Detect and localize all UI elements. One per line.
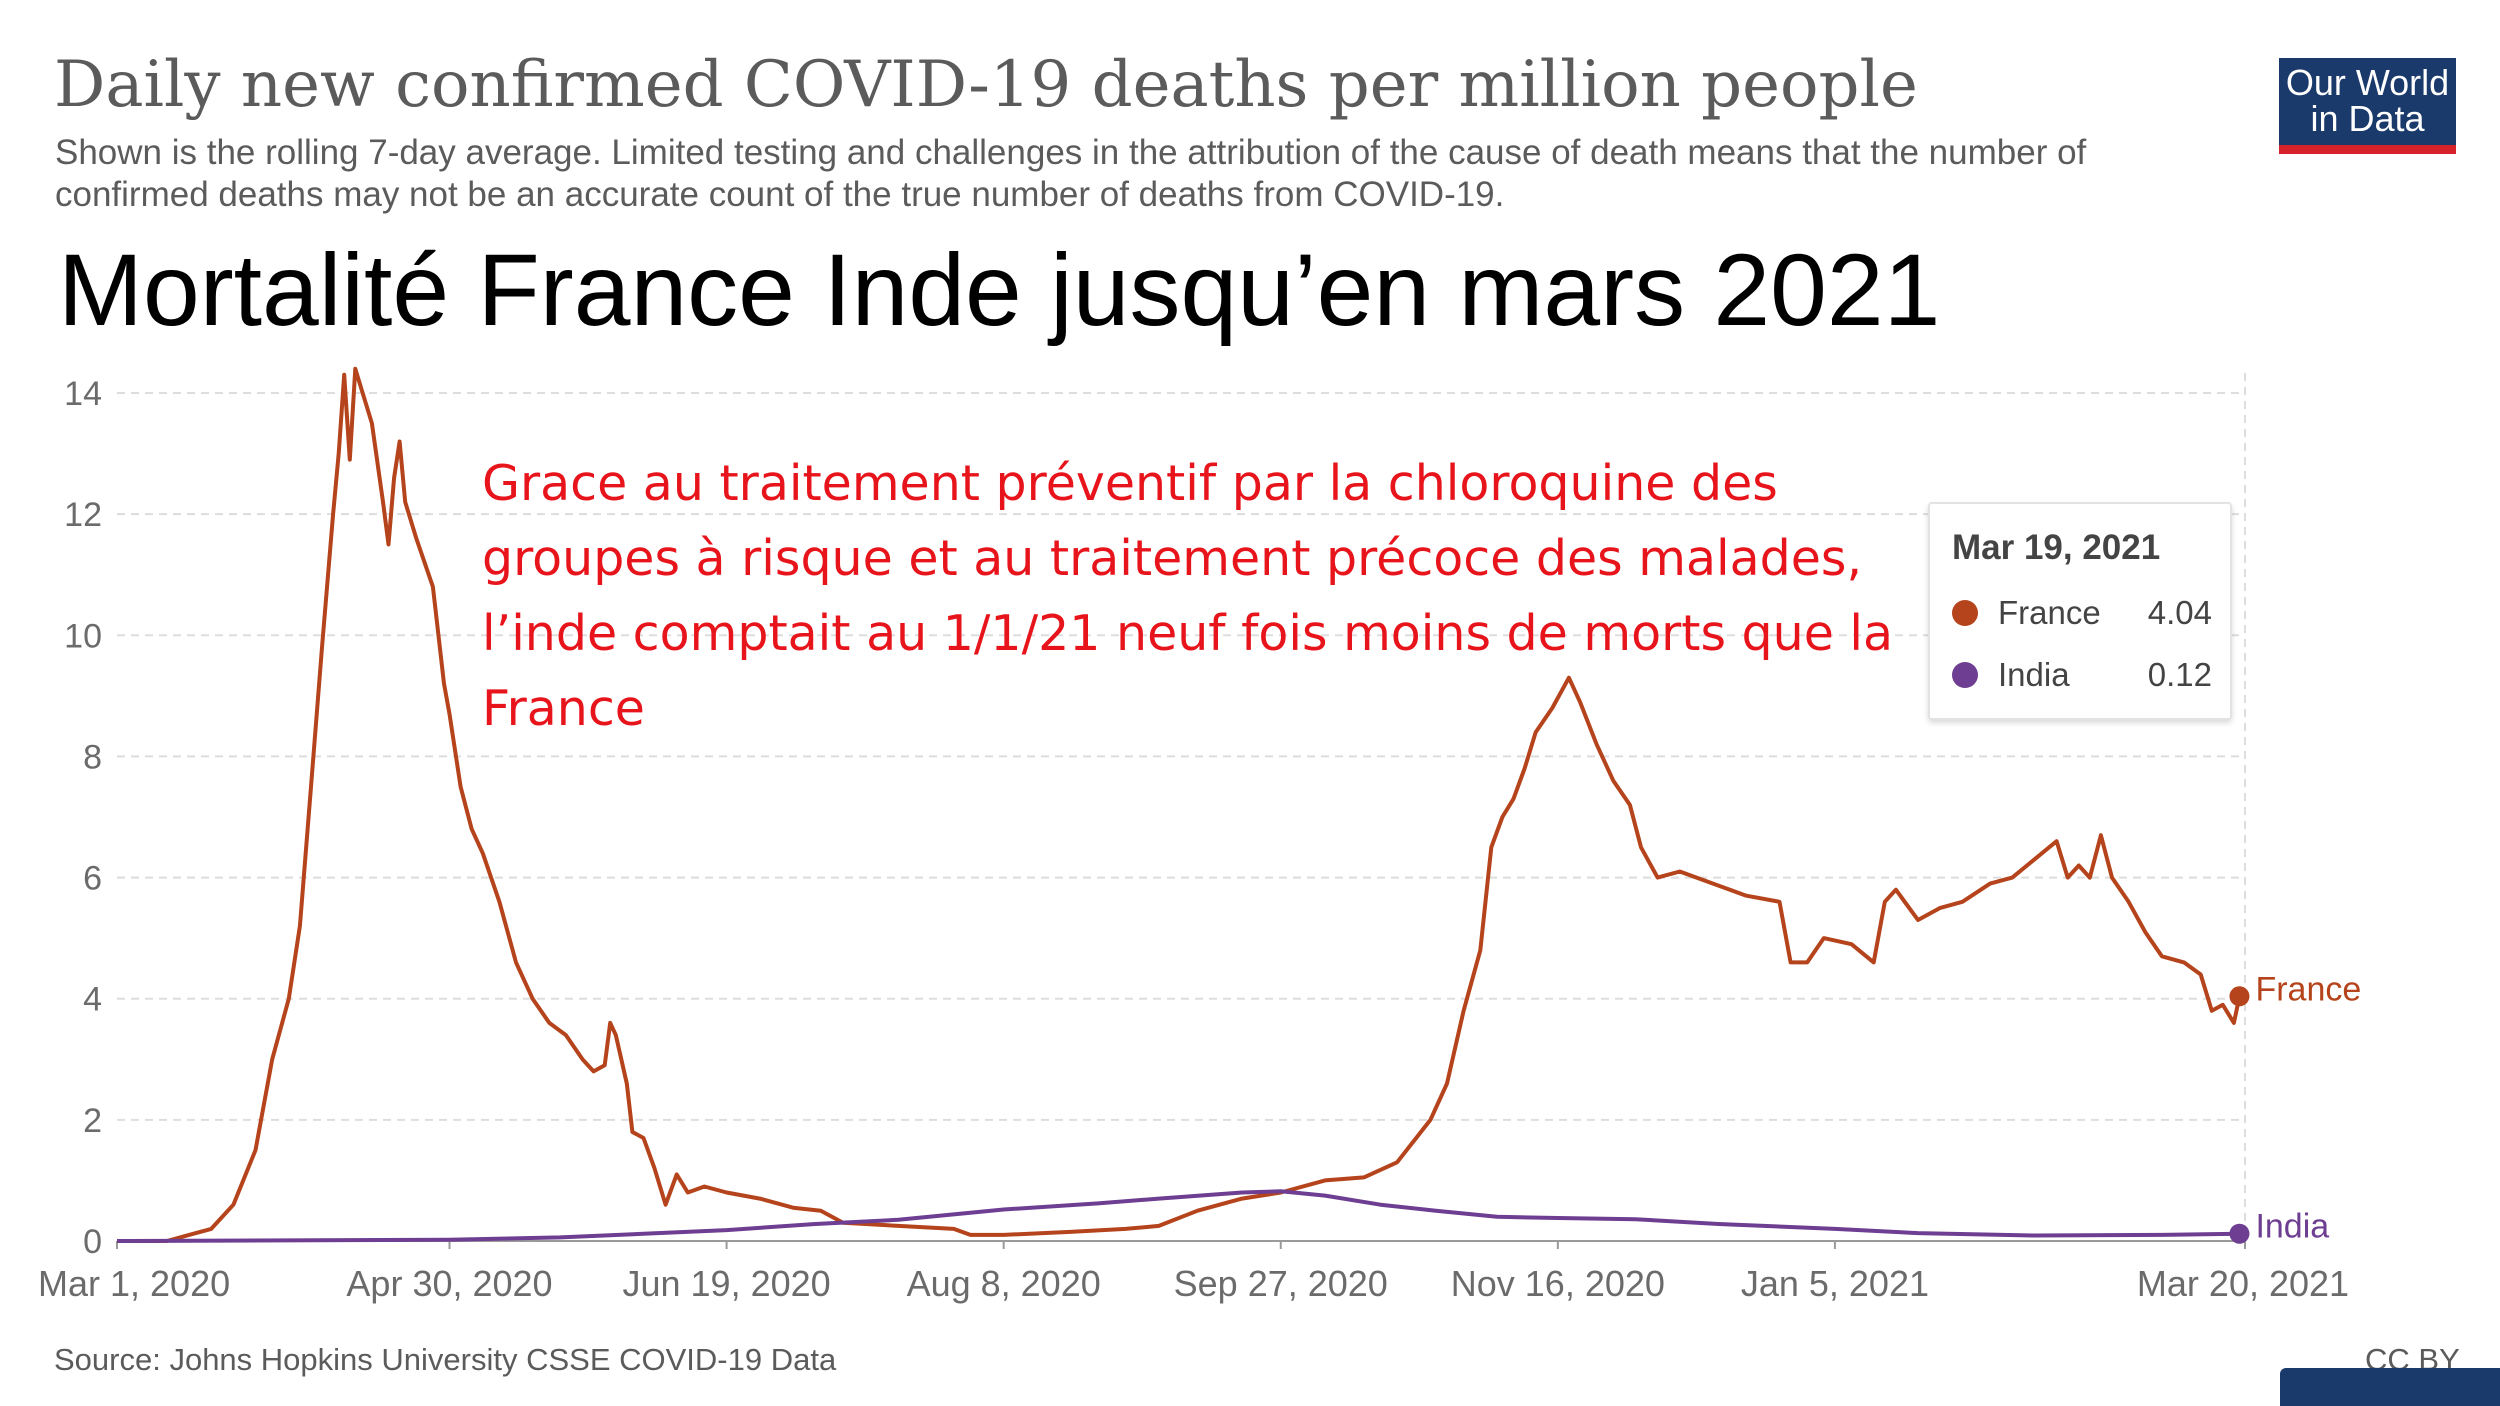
series-end-marker-india bbox=[2229, 1223, 2250, 1244]
tooltip-date: Mar 19, 2021 bbox=[1952, 528, 2161, 567]
x-tick-label: Apr 30, 2020 bbox=[346, 1263, 552, 1304]
series-line-india bbox=[116, 1189, 2240, 1243]
tooltip-series-name: France bbox=[1998, 594, 2101, 631]
tooltip-series-value: 0.12 bbox=[2147, 656, 2212, 693]
x-tick-label: Sep 27, 2020 bbox=[1174, 1263, 1388, 1304]
logo-line-1: Our World bbox=[2285, 62, 2450, 103]
chart-title: Daily new confirmed COVID-19 deaths per … bbox=[54, 48, 1918, 122]
x-tick-label: Mar 1, 2020 bbox=[38, 1263, 230, 1304]
series-end-label-india: India bbox=[2255, 1208, 2329, 1246]
y-tick-label: 4 bbox=[83, 981, 102, 1019]
y-tick-label: 6 bbox=[83, 860, 102, 898]
y-tick-label: 0 bbox=[83, 1223, 102, 1261]
tooltip-series-name: India bbox=[1998, 656, 2070, 693]
india-legend-dot-icon bbox=[1952, 662, 1978, 688]
y-tick-label: 14 bbox=[64, 375, 102, 413]
tooltip-series-value: 4.04 bbox=[2147, 594, 2212, 631]
annotation-text: Grace au traitement préventif par la chl… bbox=[482, 455, 1894, 737]
series-end-label-france: France bbox=[2255, 970, 2361, 1008]
chart-subtitle: Shown is the rolling 7-day average. Limi… bbox=[55, 133, 2087, 214]
tooltip-row-france: France 4.04 bbox=[1952, 592, 2212, 636]
x-tick-label: Mar 20, 2021 bbox=[2137, 1263, 2349, 1304]
owid-logo[interactable]: Our World in Data bbox=[2279, 58, 2456, 154]
x-tick-label: Jan 5, 2021 bbox=[1741, 1263, 1929, 1304]
y-tick-label: 12 bbox=[64, 496, 102, 534]
series-line-france bbox=[117, 366, 2242, 1243]
series-lines: France India bbox=[116, 366, 2361, 1246]
france-legend-dot-icon bbox=[1952, 600, 1978, 626]
logo-line-2: in Data bbox=[2310, 98, 2425, 139]
series-end-marker-france bbox=[2229, 986, 2250, 1007]
y-tick-label: 8 bbox=[83, 738, 102, 776]
slide-headline: Mortalité France Inde jusqu’en mars 2021 bbox=[58, 233, 1941, 347]
footer-bar bbox=[2280, 1368, 2500, 1406]
y-tick-label: 10 bbox=[64, 617, 102, 655]
x-tick-label: Nov 16, 2020 bbox=[1451, 1263, 1665, 1304]
y-tick-label: 2 bbox=[83, 1102, 102, 1140]
tooltip-row-india: India 0.12 bbox=[1952, 654, 2212, 698]
hover-tooltip: Mar 19, 2021 France 4.04 India 0.12 bbox=[1928, 502, 2232, 720]
source-note[interactable]: Source: Johns Hopkins University CSSE CO… bbox=[54, 1342, 837, 1377]
x-tick-label: Jun 19, 2020 bbox=[622, 1263, 830, 1304]
x-axis: Mar 1, 2020 Apr 30, 2020 Jun 19, 2020 Aug 8… bbox=[38, 1241, 2349, 1304]
y-axis: 0 2 4 6 8 10 12 14 bbox=[64, 375, 102, 1261]
x-tick-label: Aug 8, 2020 bbox=[907, 1263, 1101, 1304]
